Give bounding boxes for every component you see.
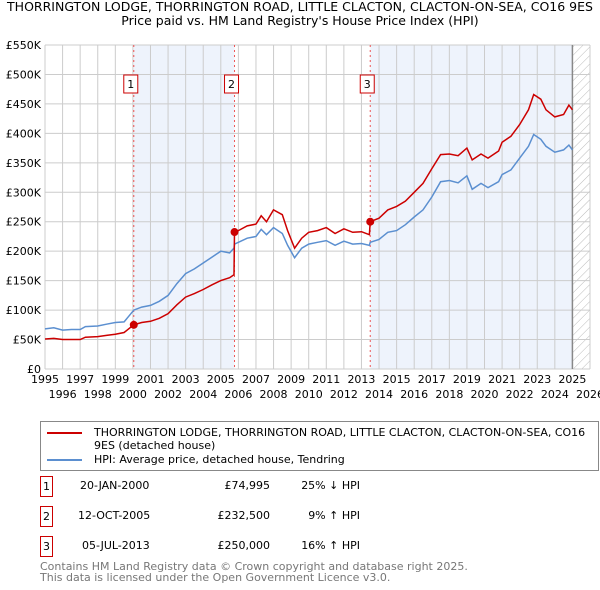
price-line xyxy=(44,93,574,341)
y-tick-label: £100K xyxy=(6,304,42,317)
x-tick-label: 2019 xyxy=(453,373,481,386)
y-tick-label: £250K xyxy=(6,216,42,229)
legend-hpi-label: HPI: Average price, detached house, Tend… xyxy=(94,453,345,466)
transaction-badge: 3 xyxy=(40,536,53,557)
price-line-swatch xyxy=(47,432,82,434)
x-tick-label: 2006 xyxy=(224,388,252,401)
x-tick-label: 2005 xyxy=(207,373,235,386)
sale-point xyxy=(366,217,375,226)
legend: THORRINGTON LODGE, THORRINGTON ROAD, LIT… xyxy=(40,421,599,471)
y-tick-label: £550K xyxy=(6,39,42,52)
x-tick-label: 2026 xyxy=(576,388,600,401)
footer-licence: This data is licensed under the Open Gov… xyxy=(40,571,391,584)
x-tick-label: 1996 xyxy=(49,388,77,401)
x-tick-label: 2022 xyxy=(506,388,534,401)
x-tick-label: 2001 xyxy=(136,373,164,386)
x-tick-label: 2018 xyxy=(435,388,463,401)
transaction-hpi: 16% ↑ HPI xyxy=(301,539,360,552)
sale-point xyxy=(230,228,239,237)
transaction-badge: 1 xyxy=(40,476,53,497)
footer: Contains HM Land Registry data © Crown c… xyxy=(40,561,468,583)
y-tick-label: £500K xyxy=(6,68,42,81)
sale-badge xyxy=(123,74,139,94)
legend-price-label: THORRINGTON LODGE, THORRINGTON ROAD, LIT… xyxy=(94,426,586,452)
transaction-price: £74,995 xyxy=(224,479,271,492)
x-tick-label: 2003 xyxy=(172,373,200,386)
y-tick-label: £400K xyxy=(6,127,42,140)
y-tick-label: £150K xyxy=(6,275,42,288)
x-tick-label: 2015 xyxy=(383,373,411,386)
transaction-hpi: 25% ↓ HPI xyxy=(301,479,360,492)
x-tick-label: 2009 xyxy=(277,373,305,386)
sale-point xyxy=(129,320,138,329)
transaction-row: 1 20-JAN-2000 £74,995 25% ↓ HPI xyxy=(40,476,440,497)
y-tick-label: £0 xyxy=(27,363,41,376)
footer-copyright: Contains HM Land Registry data © Crown c… xyxy=(40,560,468,573)
transaction-row: 2 12-OCT-2005 £232,500 9% ↑ HPI xyxy=(40,506,440,527)
y-tick-label: £350K xyxy=(6,157,42,170)
x-tick-label: 2010 xyxy=(295,388,323,401)
sale-badge-label: 3 xyxy=(364,78,371,91)
x-tick-label: 2002 xyxy=(154,388,182,401)
transaction-date: 05-JUL-2013 xyxy=(82,539,150,552)
transaction-date: 20-JAN-2000 xyxy=(80,479,150,492)
sale-badge xyxy=(224,74,240,94)
x-tick-label: 2000 xyxy=(119,388,147,401)
x-tick-label: 2012 xyxy=(330,388,358,401)
chart-title: THORRINGTON LODGE, THORRINGTON ROAD, LIT… xyxy=(7,0,593,14)
hpi-line-swatch xyxy=(47,459,82,461)
sale-badge-label: 2 xyxy=(228,78,235,91)
x-tick-label: 1995 xyxy=(31,373,59,386)
transaction-price: £250,000 xyxy=(217,539,271,552)
x-tick-label: 2016 xyxy=(400,388,428,401)
x-tick-label: 2014 xyxy=(365,388,393,401)
price-chart: 1995 1996 1997 1998 1999 2000 2001 2002 2003 2004… xyxy=(6,39,600,401)
hatched-future-region xyxy=(572,45,590,369)
y-tick-label: £200K xyxy=(6,245,42,258)
chart-header: THORRINGTON LODGE, THORRINGTON ROAD, LIT… xyxy=(0,0,600,28)
transaction-price: £232,500 xyxy=(217,509,271,522)
chart-subtitle: Price paid vs. HM Land Registry's House … xyxy=(121,13,479,28)
x-tick-label: 2024 xyxy=(541,388,569,401)
x-tick-label: 2023 xyxy=(523,373,551,386)
x-tick-label: 1999 xyxy=(101,373,129,386)
shaded-period xyxy=(133,45,235,369)
transaction-hpi: 9% ↑ HPI xyxy=(308,509,360,522)
legend-item-price: THORRINGTON LODGE, THORRINGTON ROAD, LIT… xyxy=(47,426,592,452)
x-tick-label: 1997 xyxy=(66,373,94,386)
transaction-badge: 2 xyxy=(40,506,53,527)
legend-item-hpi: HPI: Average price, detached house, Tend… xyxy=(47,453,592,466)
x-tick-label: 2017 xyxy=(418,373,446,386)
transaction-row: 3 05-JUL-2013 £250,000 16% ↑ HPI xyxy=(40,536,440,557)
x-tick-label: 2008 xyxy=(260,388,288,401)
sale-badge-label: 1 xyxy=(127,78,134,91)
transaction-date: 12-OCT-2005 xyxy=(78,509,151,522)
hpi-line xyxy=(44,133,574,331)
y-tick-label: £300K xyxy=(6,186,42,199)
x-tick-label: 2007 xyxy=(242,373,270,386)
sale-badge xyxy=(359,74,375,94)
x-tick-label: 2025 xyxy=(558,373,586,386)
x-tick-label: 2013 xyxy=(347,373,375,386)
x-tick-label: 2011 xyxy=(312,373,340,386)
y-tick-label: £450K xyxy=(6,98,42,111)
shaded-period xyxy=(370,45,573,369)
x-tick-label: 2004 xyxy=(189,388,217,401)
x-tick-label: 1998 xyxy=(84,388,112,401)
y-tick-label: £50K xyxy=(13,334,42,347)
x-tick-label: 2020 xyxy=(471,388,499,401)
x-tick-label: 2021 xyxy=(488,373,516,386)
